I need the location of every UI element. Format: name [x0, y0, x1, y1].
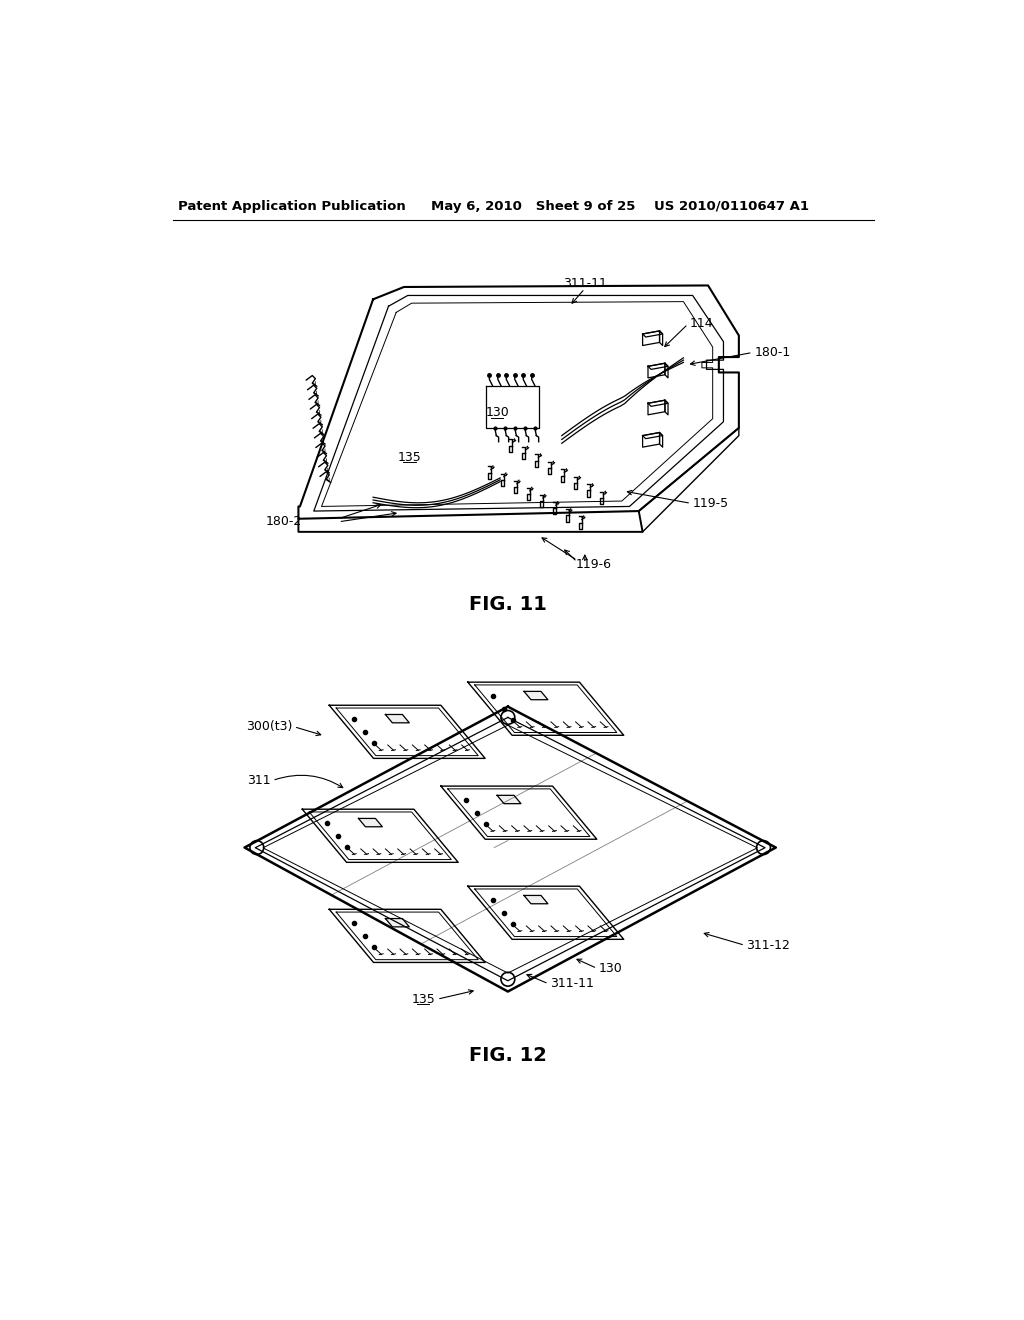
Text: 119-6: 119-6 [577, 558, 612, 572]
Text: 311-11: 311-11 [563, 277, 607, 289]
Text: 180-2: 180-2 [265, 515, 301, 528]
Text: 135: 135 [397, 450, 421, 463]
Polygon shape [385, 919, 410, 927]
Polygon shape [524, 692, 548, 700]
Text: 114: 114 [689, 317, 713, 330]
Text: 135: 135 [412, 993, 435, 1006]
Text: 130: 130 [485, 407, 509, 418]
Polygon shape [385, 714, 410, 723]
Text: 300(t3): 300(t3) [246, 721, 292, 733]
Text: 180-1: 180-1 [755, 346, 791, 359]
Text: Patent Application Publication: Patent Application Publication [178, 199, 407, 213]
Text: FIG. 11: FIG. 11 [469, 595, 547, 615]
Text: May 6, 2010   Sheet 9 of 25: May 6, 2010 Sheet 9 of 25 [431, 199, 635, 213]
Text: 130: 130 [599, 962, 623, 975]
Text: 311-12: 311-12 [746, 939, 791, 952]
Text: FIG. 12: FIG. 12 [469, 1045, 547, 1065]
Text: 311: 311 [247, 774, 270, 787]
Polygon shape [524, 895, 548, 904]
Text: 311-11: 311-11 [550, 977, 594, 990]
Text: 119-5: 119-5 [692, 496, 729, 510]
Polygon shape [497, 796, 521, 804]
Polygon shape [358, 818, 382, 826]
Text: US 2010/0110647 A1: US 2010/0110647 A1 [654, 199, 809, 213]
